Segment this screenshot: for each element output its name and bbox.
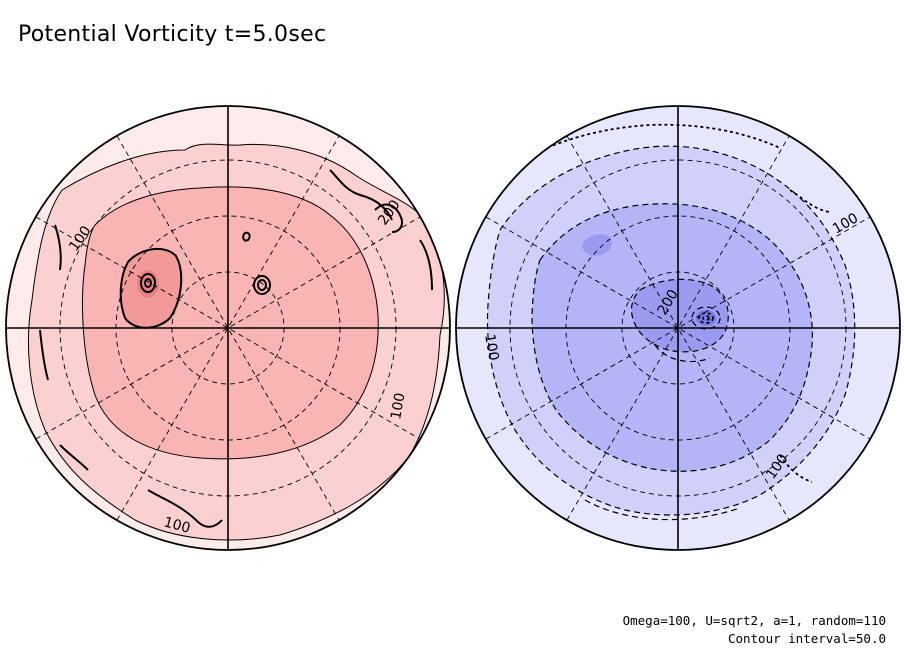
contour-label: 100 <box>388 392 408 421</box>
pv-level-3 <box>631 279 729 352</box>
pv-level-3b <box>582 234 612 256</box>
south-hemisphere-map <box>456 106 900 550</box>
plot-title: Potential Vorticity t=5.0sec <box>18 22 327 47</box>
north-hemisphere-rim <box>5 105 451 551</box>
parameters-text: Omega=100, U=sqrt2, a=1, random=110 <box>622 613 886 628</box>
meridian-lines <box>485 135 871 521</box>
north-hemisphere-map <box>6 106 450 550</box>
contour-interval-text: Contour interval=50.0 <box>727 631 886 646</box>
pv-level-2 <box>82 186 379 459</box>
contour-label: 100 <box>481 333 501 362</box>
contour-label: 100 <box>162 514 192 536</box>
meridian-lines <box>35 135 421 521</box>
south-hemisphere-rim <box>455 105 901 551</box>
